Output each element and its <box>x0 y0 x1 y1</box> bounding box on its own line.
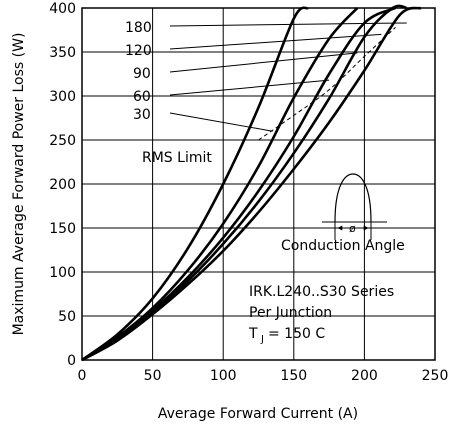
y-tick-label-0: 0 <box>67 353 76 369</box>
curve-label-90: 90 <box>133 66 151 82</box>
curve-label-30: 30 <box>133 107 151 123</box>
y-tick-label-400: 400 <box>49 1 76 17</box>
tick-labels: 0 50 100 150 200 250 0 50 100 150 200 250 300 350 400 <box>49 1 448 384</box>
series-curve-90 <box>81 6 397 362</box>
x-tick-label-50: 50 <box>144 368 162 384</box>
tj-symbol: T <box>248 326 258 342</box>
curve-label-leaders <box>169 22 407 132</box>
x-tick-label-100: 100 <box>210 368 237 384</box>
series-name-label: IRK.L240..S30 Series <box>249 284 394 300</box>
x-tick-label-150: 150 <box>280 368 307 384</box>
y-axis-title: Maximum Average Forward Power Loss (W) <box>11 33 27 336</box>
y-tick-label-250: 250 <box>49 133 76 149</box>
leader-line-120 <box>169 33 382 50</box>
x-axis-title: Average Forward Current (A) <box>158 406 358 422</box>
rms-limit-line <box>258 27 396 141</box>
conduction-angle-diagram: ø <box>322 173 387 240</box>
rms-limit-label: RMS Limit <box>142 150 212 166</box>
y-tick-label-50: 50 <box>58 309 76 325</box>
y-tick-label-200: 200 <box>49 177 76 193</box>
y-tick-label-350: 350 <box>49 45 76 61</box>
x-tick-label-250: 250 <box>422 368 449 384</box>
conduction-angle-label: Conduction Angle <box>281 238 405 254</box>
curve-label-120: 120 <box>125 43 152 59</box>
y-tick-label-100: 100 <box>49 265 76 281</box>
curve-label-60: 60 <box>133 89 151 105</box>
series-curve-60 <box>81 7 359 362</box>
tj-value: = 150 C <box>268 326 325 342</box>
phi-symbol: ø <box>349 222 356 235</box>
per-junction-label: Per Junction <box>249 305 332 321</box>
series-curves <box>81 4 422 362</box>
plot-frame <box>81 7 436 361</box>
rms-limit-dashed <box>258 27 396 141</box>
leader-line-30 <box>169 112 273 132</box>
series-curve-30 <box>81 6 309 362</box>
x-tick-label-0: 0 <box>78 368 87 384</box>
x-tick-label-200: 200 <box>351 368 378 384</box>
leader-line-60 <box>169 79 330 96</box>
curve-label-180: 180 <box>125 20 152 36</box>
leader-line-90 <box>169 52 358 73</box>
y-tick-label-300: 300 <box>49 89 76 105</box>
y-tick-label-150: 150 <box>49 221 76 237</box>
leader-line-180 <box>169 22 407 27</box>
tj-subscript: J <box>260 334 264 345</box>
